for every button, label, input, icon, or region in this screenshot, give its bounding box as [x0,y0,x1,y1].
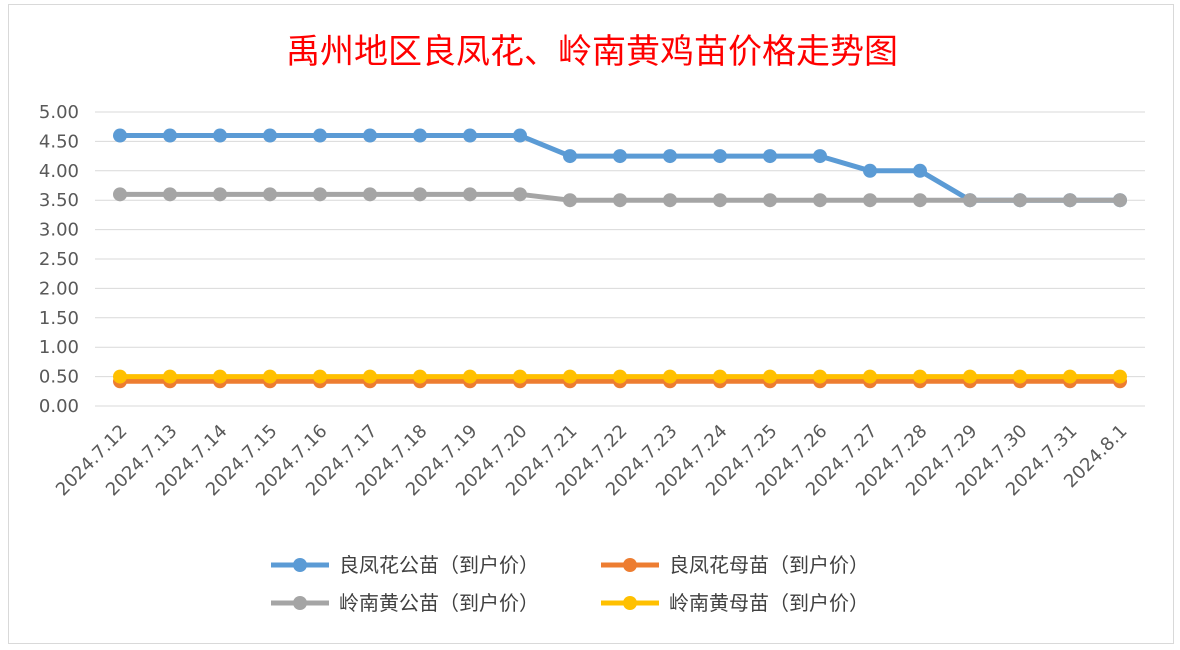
data-point [963,369,977,384]
series-1 [113,128,1127,208]
legend-marker [623,596,637,610]
data-point [813,193,827,208]
x-axis-ticks: 2024.7.122024.7.132024.7.142024.7.152024… [52,421,1132,501]
data-point [863,163,877,178]
data-point [1113,369,1127,384]
data-point [813,149,827,164]
data-point [863,193,877,208]
legend-item: 岭南黄公苗（到户价） [271,591,539,615]
data-point [663,193,677,208]
data-point [113,187,127,202]
y-tick-label: 4.50 [39,131,79,152]
legend-item: 良凤花母苗（到户价） [601,553,869,577]
data-point [1063,369,1077,384]
legend-label: 岭南黄母苗（到户价） [669,591,869,615]
data-point [113,128,127,143]
line-chart: 禹州地区良凤花、岭南黄鸡苗价格走势图 0.00 0.50 1.00 1.50 2.00 2… [39,32,1145,615]
data-point [713,193,727,208]
data-point [713,369,727,384]
data-point [163,128,177,143]
data-point [863,369,877,384]
data-point [363,369,377,384]
y-tick-label: 0.50 [39,367,79,388]
data-point [463,369,477,384]
series-4 [113,369,1127,384]
data-point [613,369,627,384]
data-point [263,128,277,143]
data-point [413,187,427,202]
data-point [813,369,827,384]
y-tick-label: 5.00 [39,102,79,123]
data-point [1013,369,1027,384]
data-point [363,128,377,143]
y-tick-label: 0.00 [39,396,79,417]
data-point [1063,193,1077,208]
y-tick-label: 3.00 [39,220,79,241]
series-lines [113,128,1127,389]
data-point [463,187,477,202]
data-point [763,193,777,208]
data-point [913,193,927,208]
data-point [613,193,627,208]
data-point [313,187,327,202]
data-point [513,187,527,202]
legend-label: 岭南黄公苗（到户价） [339,591,539,615]
data-point [213,128,227,143]
data-point [313,128,327,143]
data-point [913,163,927,178]
legend: 良凤花公苗（到户价） 良凤花母苗（到户价） 岭南黄公苗（到户价） 岭南黄母苗（到户价） [271,553,869,615]
data-point [413,369,427,384]
data-point [113,369,127,384]
data-point [213,187,227,202]
chart-title: 禹州地区良凤花、岭南黄鸡苗价格走势图 [286,32,898,72]
y-tick-label: 3.50 [39,190,79,211]
data-point [363,187,377,202]
y-tick-label: 1.00 [39,337,79,358]
data-point [563,369,577,384]
data-point [563,193,577,208]
data-point [513,369,527,384]
legend-label: 良凤花母苗（到户价） [669,553,869,577]
legend-item: 良凤花公苗（到户价） [271,553,539,577]
data-point [263,187,277,202]
data-point [163,369,177,384]
legend-marker [293,558,307,572]
series-3 [113,187,1127,208]
y-axis-ticks: 0.00 0.50 1.00 1.50 2.00 2.50 3.00 3.50 4.00 4.50… [39,102,79,417]
data-point [1013,193,1027,208]
data-point [263,369,277,384]
legend-marker [623,558,637,572]
y-tick-label: 2.50 [39,249,79,270]
legend-label: 良凤花公苗（到户价） [339,553,539,577]
legend-item: 岭南黄母苗（到户价） [601,591,869,615]
data-point [463,128,477,143]
data-point [563,149,577,164]
data-point [613,149,627,164]
legend-marker [293,596,307,610]
data-point [763,369,777,384]
data-point [413,128,427,143]
data-point [513,128,527,143]
data-point [313,369,327,384]
y-tick-label: 2.00 [39,278,79,299]
y-tick-label: 4.00 [39,161,79,182]
data-point [913,369,927,384]
y-tick-label: 1.50 [39,308,79,329]
data-point [713,149,727,164]
data-point [213,369,227,384]
data-point [163,187,177,202]
data-point [963,193,977,208]
data-point [663,369,677,384]
chart-frame: 禹州地区良凤花、岭南黄鸡苗价格走势图 0.00 0.50 1.00 1.50 2.00 2… [8,4,1174,644]
data-point [663,149,677,164]
data-point [763,149,777,164]
data-point [1113,193,1127,208]
